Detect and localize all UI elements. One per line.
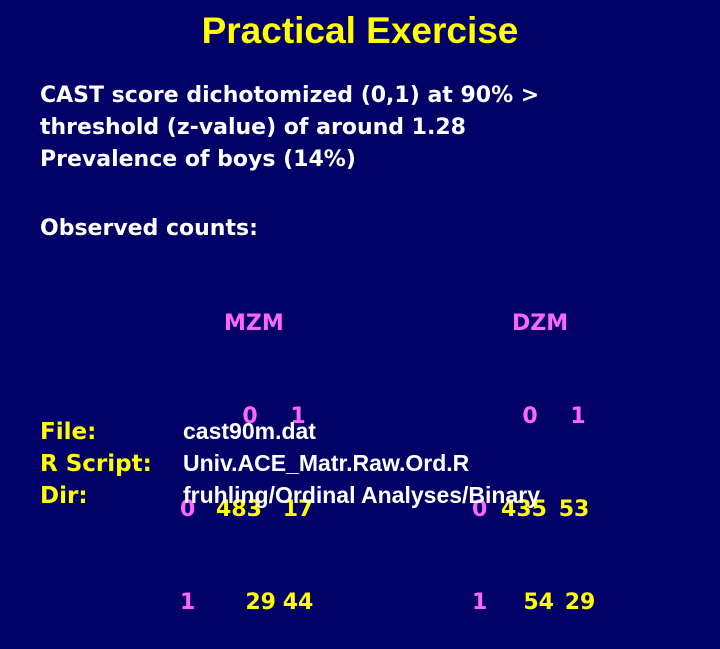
dzm-cell: 54 — [523, 590, 554, 615]
dir-label: Dir: — [40, 483, 88, 509]
mzm-cell: 483 — [216, 497, 262, 522]
dzm-col-label: 1 — [570, 404, 586, 429]
file-info: File: cast90m.dat R Script: Univ.ACE_Matr.… — [40, 415, 540, 511]
dir-value: fruhling/Ordinal Analyses/Binary — [183, 482, 541, 508]
dzm-col-label: 0 — [522, 404, 538, 429]
mzm-cell: 44 — [282, 590, 314, 615]
dzm-row-label: 1 — [472, 590, 488, 615]
script-row: R Script: Univ.ACE_Matr.Raw.Ord.R — [40, 447, 540, 479]
mzm-col-label: 0 — [242, 404, 258, 429]
slide-title: Practical Exercise — [201, 10, 519, 51]
description-line: CAST score dichotomized (0,1) at 90% > — [40, 83, 540, 108]
dzm-cell: 435 — [501, 497, 547, 522]
description-text: CAST score dichotomized (0,1) at 90% > t… — [40, 80, 539, 176]
file-value: cast90m.dat — [183, 418, 316, 444]
mzm-row-label: 0 — [180, 497, 196, 522]
description-line: Prevalence of boys (14%) — [40, 147, 356, 172]
dzm-cell: 53 — [558, 497, 590, 522]
file-label: File: — [40, 419, 97, 445]
description-line: threshold (z-value) of around 1.28 — [40, 115, 466, 140]
observed-counts-label: Observed counts: — [40, 216, 258, 241]
dzm-title: DZM — [512, 311, 569, 336]
file-row: File: cast90m.dat — [40, 415, 540, 447]
mzm-cell: 17 — [282, 497, 314, 522]
script-value: Univ.ACE_Matr.Raw.Ord.R — [183, 450, 470, 476]
mzm-row-label: 1 — [180, 590, 196, 615]
mzm-cell: 29 — [245, 590, 276, 615]
dzm-row-label: 0 — [472, 497, 488, 522]
mzm-col-label: 1 — [290, 404, 306, 429]
dzm-cell: 29 — [564, 590, 596, 615]
mzm-title: MZM — [224, 311, 284, 336]
dir-row: Dir: fruhling/Ordinal Analyses/Binary — [40, 479, 540, 511]
script-label: R Script: — [40, 451, 152, 477]
